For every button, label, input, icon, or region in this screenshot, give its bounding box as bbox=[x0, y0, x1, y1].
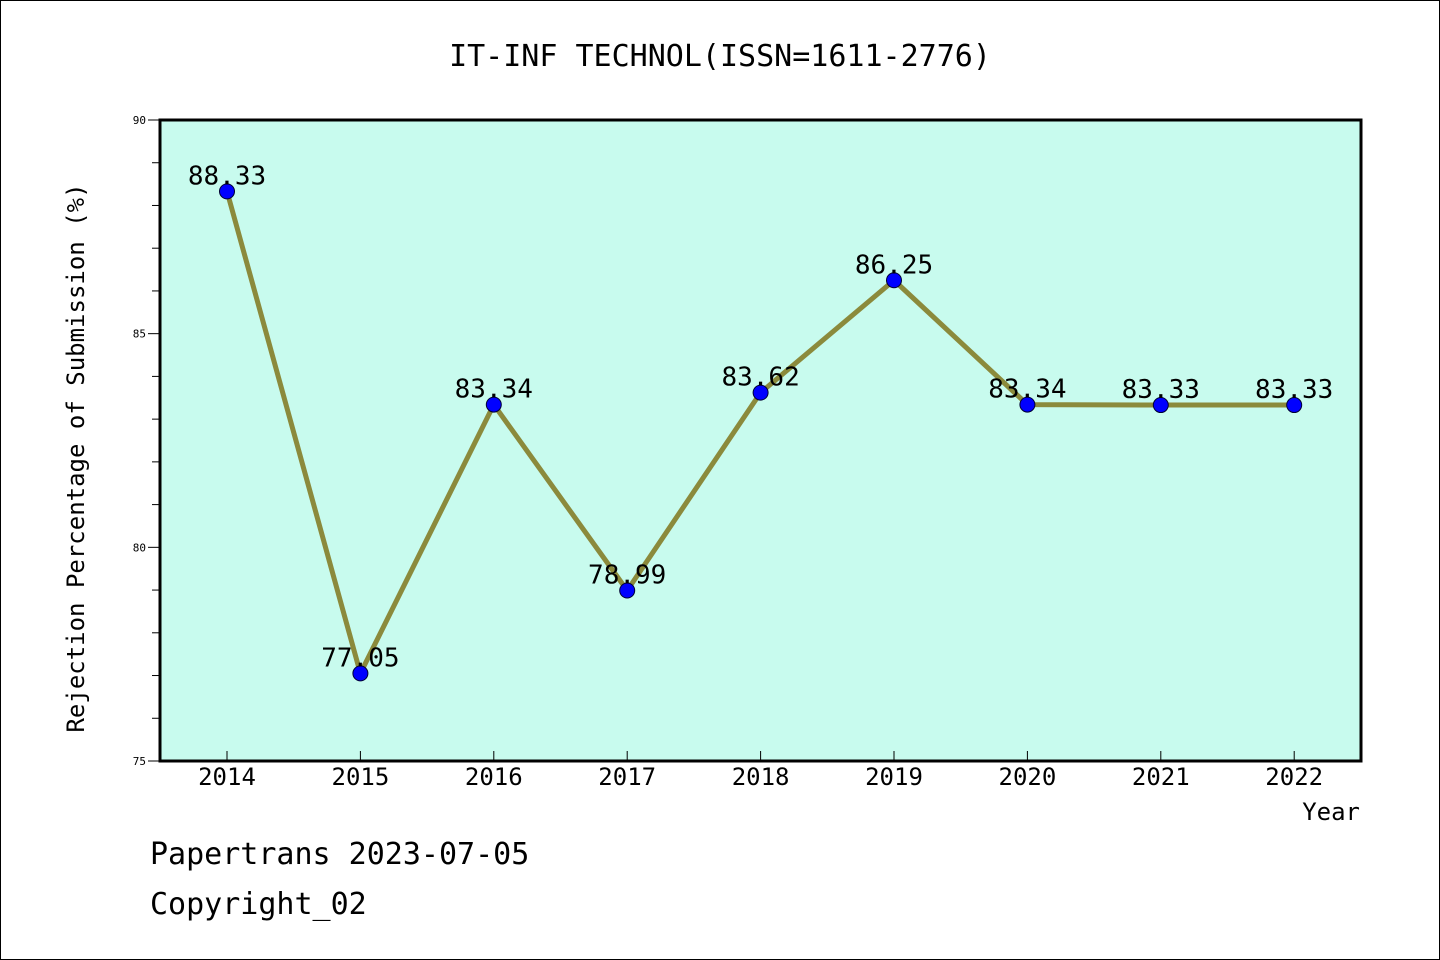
data-labels: 88.33 77.05 83.34 78.99 83.62 86.25 83.34 83.33… bbox=[188, 161, 1333, 673]
plot-area bbox=[160, 120, 1361, 761]
x-tick-label: 2021 bbox=[1132, 763, 1190, 791]
data-label: 83.33 bbox=[1122, 375, 1200, 405]
y-axis-ticks: 75 80 85 90 bbox=[133, 114, 160, 768]
x-tick-label: 2022 bbox=[1265, 763, 1323, 791]
data-label: 83.62 bbox=[721, 363, 799, 393]
series-markers bbox=[219, 183, 1303, 682]
y-tick-label: 80 bbox=[133, 541, 146, 554]
data-point bbox=[1019, 396, 1036, 413]
data-point bbox=[485, 396, 502, 413]
chart-title: IT-INF TECHNOL(ISSN=1611-2776) bbox=[449, 39, 991, 74]
data-point bbox=[1152, 397, 1169, 414]
data-point bbox=[752, 384, 769, 401]
data-point bbox=[219, 183, 235, 200]
footer-copyright: Copyright_02 bbox=[150, 887, 367, 922]
x-tick-label: 2020 bbox=[999, 763, 1057, 791]
x-tick-label: 2015 bbox=[332, 763, 390, 791]
x-tick-label: 2019 bbox=[865, 763, 923, 791]
data-label: 77.05 bbox=[321, 643, 399, 673]
data-point bbox=[886, 272, 902, 289]
data-label: 83.34 bbox=[455, 375, 533, 405]
plot-border bbox=[158, 118, 1363, 763]
data-label: 88.33 bbox=[188, 161, 266, 191]
x-axis-ticks: 2014 2015 2016 2017 2018 2019 2020 2021 2022 bbox=[198, 751, 1323, 791]
y-tick-label: 90 bbox=[133, 114, 146, 127]
x-tick-label: 2017 bbox=[598, 763, 656, 791]
data-label: 78.99 bbox=[588, 560, 666, 590]
data-point bbox=[619, 582, 636, 599]
data-point bbox=[1286, 397, 1303, 414]
x-tick-label: 2016 bbox=[465, 763, 523, 791]
y-tick-label: 85 bbox=[133, 328, 146, 341]
y-tick-label: 75 bbox=[133, 755, 146, 768]
data-point bbox=[352, 665, 369, 682]
y-axis-label: Rejection Percentage of Submission (%) bbox=[62, 183, 90, 732]
x-axis-label: Year bbox=[1302, 798, 1360, 826]
x-tick-label: 2018 bbox=[732, 763, 790, 791]
x-tick-label: 2014 bbox=[198, 763, 256, 791]
data-label: 86.25 bbox=[855, 250, 933, 280]
data-label: 83.33 bbox=[1255, 375, 1333, 405]
data-label: 83.34 bbox=[988, 375, 1066, 405]
footer-date: Papertrans 2023-07-05 bbox=[150, 837, 529, 872]
